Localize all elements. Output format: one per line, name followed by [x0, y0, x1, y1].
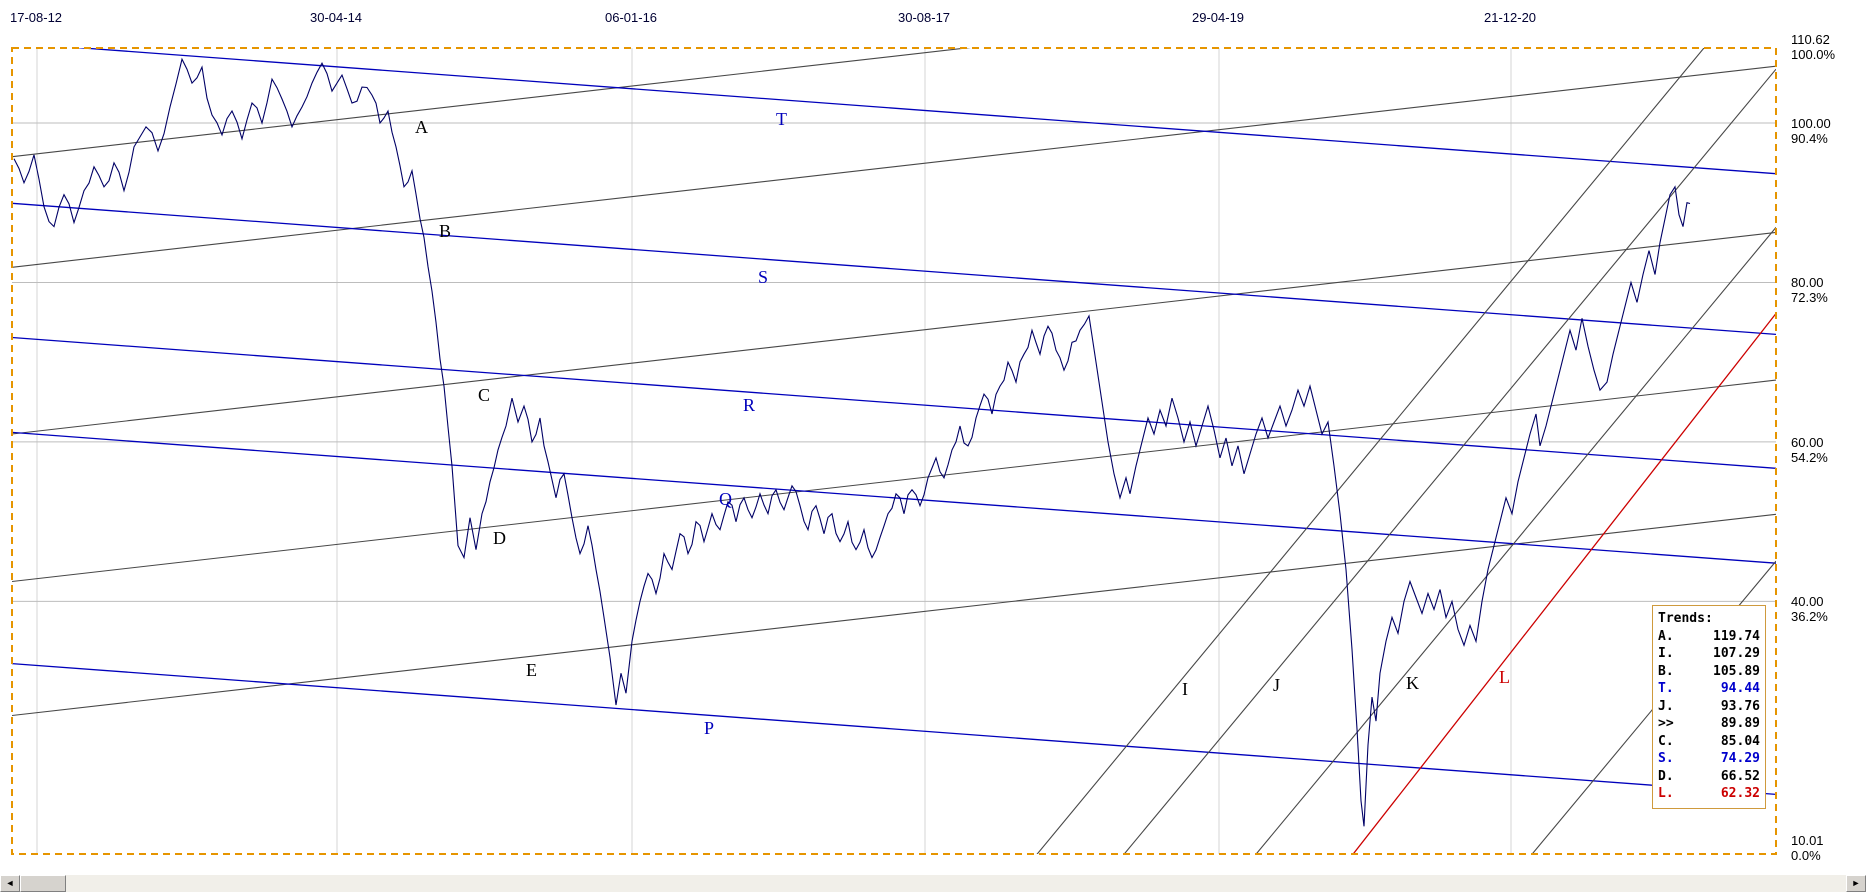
y-axis-percent-label: 0.0%	[1791, 848, 1821, 863]
x-axis-date-label: 30-08-17	[898, 10, 951, 25]
trendline-D[interactable]	[12, 379, 1776, 583]
trendline-label-E: E	[526, 660, 537, 680]
trendline-label-T: T	[776, 109, 787, 129]
y-axis-tick: 10.01 0.0%	[1791, 833, 1863, 863]
x-axis-date-label: 29-04-19	[1192, 10, 1245, 25]
legend-key: >>	[1658, 716, 1674, 731]
legend-title: Trends:	[1658, 611, 1713, 626]
legend-row: C. 85.04	[1658, 733, 1760, 751]
y-axis-price-label: 60.00	[1791, 435, 1824, 450]
scroll-left-button[interactable]: ◄	[0, 875, 20, 892]
legend-value: 62.32	[1720, 786, 1760, 801]
legend-value: 119.74	[1713, 628, 1760, 644]
scrollbar-track[interactable]	[66, 875, 1846, 892]
y-axis-price-label: 40.00	[1791, 594, 1824, 609]
trendline-label-B: B	[439, 221, 452, 241]
legend-key: S.	[1658, 751, 1674, 766]
x-axis-date-label: 06-01-16	[605, 10, 658, 25]
trendline-label-Q: Q	[719, 489, 732, 509]
trendline-label-I: I	[1182, 679, 1188, 699]
x-axis-date-label: 17-08-12	[10, 10, 63, 25]
y-axis-percent-label: 54.2%	[1791, 450, 1828, 465]
trendline-R[interactable]	[12, 336, 1776, 469]
trendline-B[interactable]	[12, 65, 1776, 268]
trendline-E[interactable]	[12, 513, 1776, 717]
trendline-J[interactable]	[12, 68, 1776, 892]
legend-value: 85.04	[1720, 733, 1760, 749]
trendline-label-S: S	[758, 267, 769, 287]
trendline-label-L: L	[1499, 667, 1510, 687]
legend-value: 66.52	[1720, 768, 1760, 784]
y-axis-percent-label: 72.3%	[1791, 290, 1828, 305]
legend-value: 105.89	[1713, 663, 1760, 679]
trendline-label-C: C	[478, 385, 491, 405]
y-axis-percent-label: 90.4%	[1791, 131, 1828, 146]
y-axis-percent-label: 36.2%	[1791, 609, 1828, 624]
legend-value: 93.76	[1720, 698, 1760, 714]
trendline-label-R: R	[743, 395, 756, 415]
legend-key: D.	[1658, 768, 1674, 784]
legend-value: 94.44	[1720, 681, 1760, 696]
legend-row: J. 93.76	[1658, 698, 1760, 716]
chart-border	[11, 47, 1777, 855]
scroll-left-icon: ◄	[5, 878, 15, 888]
legend-row: I. 107.29	[1658, 645, 1760, 663]
legend-key: J.	[1658, 698, 1674, 714]
trendline-label-P: P	[704, 718, 715, 738]
legend-key: T.	[1658, 681, 1674, 696]
legend-row: D. 66.52	[1658, 768, 1760, 786]
y-axis-percent-label: 100.0%	[1791, 47, 1836, 62]
legend-row: T. 94.44	[1658, 680, 1760, 698]
y-axis-price-label: 80.00	[1791, 275, 1824, 290]
y-axis-price-label: 110.62	[1791, 32, 1830, 47]
y-axis-price-label: 100.00	[1791, 116, 1831, 131]
trendline-I[interactable]	[12, 0, 1776, 892]
legend-key: A.	[1658, 628, 1674, 644]
legend-key: I.	[1658, 646, 1674, 661]
legend-row: S. 74.29	[1658, 750, 1760, 768]
y-axis-tick: 60.00 54.2%	[1791, 435, 1863, 465]
scrollbar-thumb[interactable]	[20, 875, 66, 892]
trendline-L[interactable]	[12, 313, 1776, 892]
scroll-right-button[interactable]: ►	[1846, 875, 1866, 892]
y-axis-price-label: 10.01	[1791, 833, 1824, 848]
legend-value: 74.29	[1720, 751, 1760, 766]
legend-row: A. 119.74	[1658, 628, 1760, 646]
trendline-label-A: A	[415, 117, 428, 137]
trendline-Q[interactable]	[12, 431, 1776, 564]
trendline-C[interactable]	[12, 231, 1776, 435]
legend-value: 107.29	[1713, 646, 1760, 661]
x-axis-date-label: 30-04-14	[310, 10, 363, 25]
legend-row: L. 62.32	[1658, 785, 1760, 803]
horizontal-scrollbar[interactable]: ◄ ►	[0, 875, 1866, 892]
y-axis-tick: 100.00 90.4%	[1791, 116, 1863, 146]
price-series-line	[13, 57, 1691, 827]
trendline-P[interactable]	[12, 662, 1776, 796]
trendline-A[interactable]	[12, 0, 1776, 158]
y-axis-tick: 110.62 100.0%	[1791, 32, 1863, 62]
trendline-T[interactable]	[12, 43, 1776, 175]
trendline-label-K: K	[1406, 673, 1419, 693]
trends-legend-panel: Trends: A. 119.74 I. 107.29 B. 105.89 T. 94.…	[1652, 605, 1766, 809]
scroll-right-icon: ►	[1851, 878, 1861, 888]
legend-value: 89.89	[1720, 716, 1760, 731]
y-axis-tick: 80.00 72.3%	[1791, 275, 1863, 305]
trendline-K[interactable]	[12, 227, 1776, 892]
trendline-S[interactable]	[12, 202, 1776, 336]
legend-key: B.	[1658, 663, 1674, 679]
trendline-label-J: J	[1273, 675, 1281, 695]
trendline-label-D: D	[493, 528, 506, 548]
legend-key: L.	[1658, 786, 1674, 801]
x-axis-date-label: 21-12-20	[1484, 10, 1537, 25]
y-axis-tick: 40.00 36.2%	[1791, 594, 1863, 624]
legend-key: C.	[1658, 733, 1674, 749]
legend-row: B. 105.89	[1658, 663, 1760, 681]
legend-row: >> 89.89	[1658, 715, 1760, 733]
